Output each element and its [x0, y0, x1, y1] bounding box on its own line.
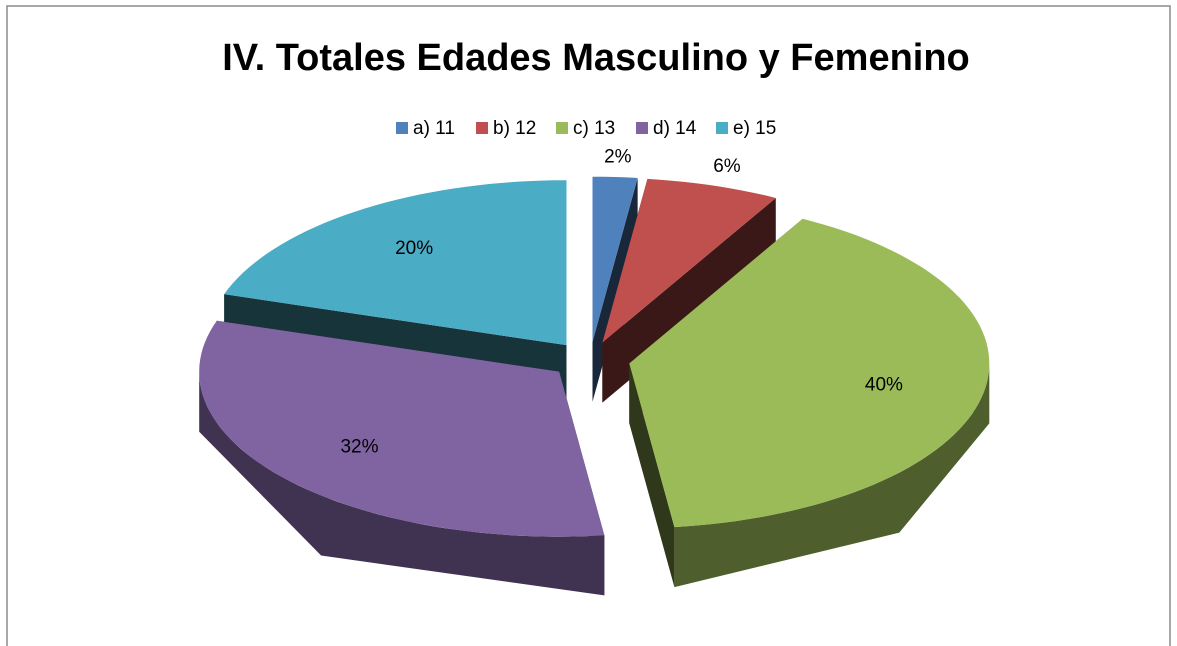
legend-swatch [716, 122, 728, 134]
data-label: 2% [604, 146, 632, 167]
legend-swatch [556, 122, 568, 134]
legend-swatch [476, 122, 488, 134]
slice-wall [674, 363, 990, 588]
legend-label: e) 15 [733, 118, 776, 139]
legend-swatch [396, 122, 408, 134]
legend-label: d) 14 [653, 118, 697, 139]
legend-label: a) 11 [413, 118, 455, 139]
chart-title: IV. Totales Edades Masculino y Femenino [222, 37, 970, 79]
slice-wall [199, 371, 605, 596]
slice-side [629, 363, 675, 588]
legend-label: b) 12 [493, 118, 536, 139]
data-label: 6% [713, 156, 741, 177]
pie: 2% 6% 40% 32% 20% [199, 146, 990, 596]
data-label: 32% [340, 436, 378, 457]
legend-label: c) 13 [573, 118, 615, 139]
data-label: 20% [395, 238, 433, 259]
slice [629, 218, 990, 528]
slice [224, 180, 567, 346]
legend-swatch [636, 122, 648, 134]
slice [592, 176, 638, 342]
data-label: 40% [865, 375, 903, 396]
slice [199, 320, 605, 537]
slice [602, 178, 776, 343]
legend: a) 11 b) 12 c) 13 d) 14 e) 15 [396, 118, 776, 139]
